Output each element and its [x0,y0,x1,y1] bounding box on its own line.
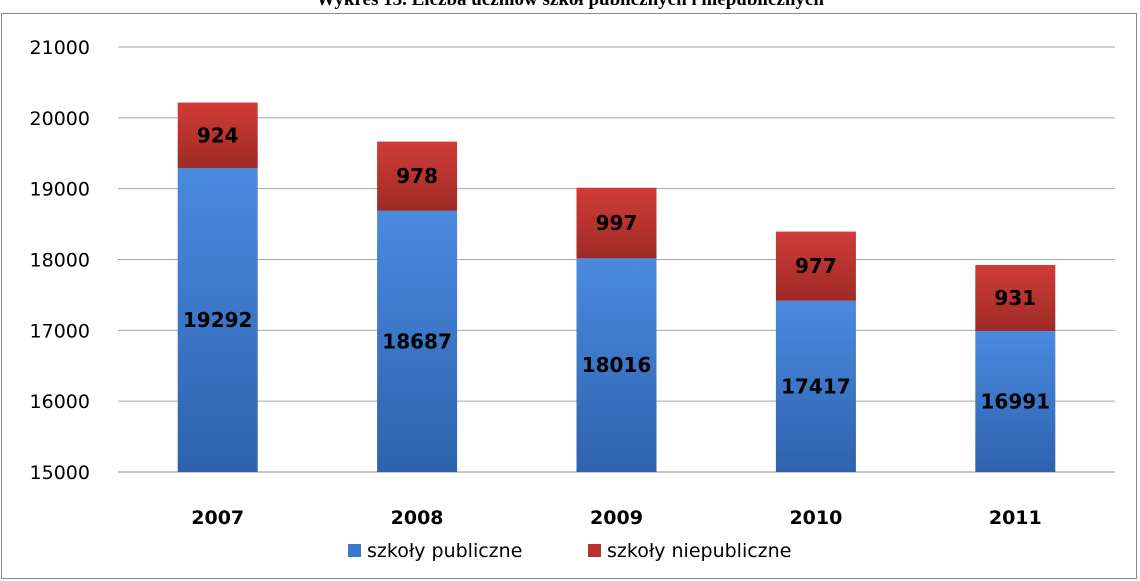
data-label: 18687 [382,329,452,353]
data-label: 19292 [183,308,253,332]
x-axis-categories: 2007 2008 2009 2010 2011 [191,507,1041,529]
y-tick-label: 16000 [30,391,90,413]
y-tick-label: 21000 [30,37,90,59]
data-label: 17417 [781,374,851,398]
data-label: 16991 [981,389,1051,413]
y-axis-ticks: 15000 16000 17000 18000 19000 20000 21000 [30,37,90,484]
data-label: 931 [994,286,1036,310]
y-tick-label: 18000 [30,250,90,272]
y-tick-label: 17000 [30,320,90,342]
legend-label: szkoły publiczne [367,540,522,562]
y-tick-label: 15000 [30,462,90,484]
legend: szkoły publiczne szkoły niepubliczne [348,540,791,562]
y-tick-label: 19000 [30,179,90,201]
data-label: 18016 [582,353,652,377]
data-label: 997 [596,211,638,235]
x-tick-label: 2008 [391,507,444,529]
legend-swatch-nonpublic [588,544,601,557]
bars [178,103,1056,472]
data-label: 977 [795,254,837,278]
x-tick-label: 2007 [191,507,244,529]
data-label: 978 [396,164,438,188]
x-tick-label: 2010 [789,507,842,529]
x-tick-label: 2011 [989,507,1042,529]
x-tick-label: 2009 [590,507,643,529]
legend-swatch-public [348,544,361,557]
legend-label: szkoły niepubliczne [607,540,791,562]
y-tick-label: 20000 [30,108,90,130]
data-label: 924 [197,123,239,147]
